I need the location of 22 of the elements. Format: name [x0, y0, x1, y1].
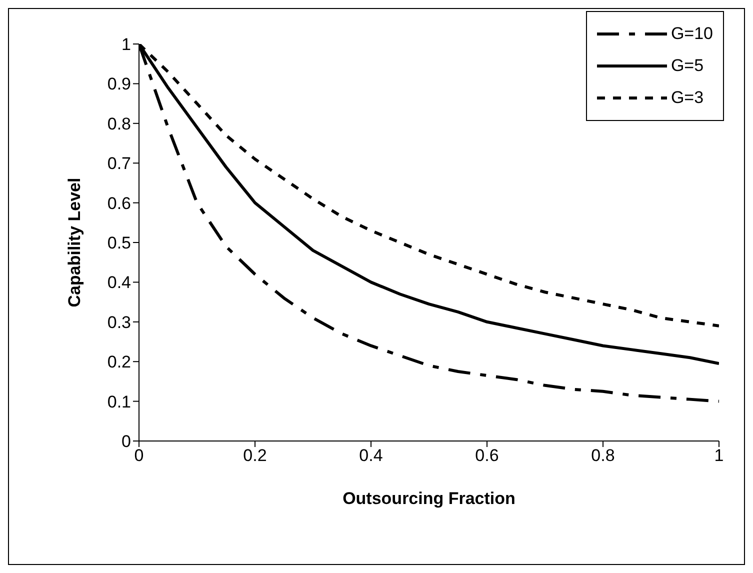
x-tick-label: 0.2 — [243, 446, 267, 466]
x-tick-label: 0.4 — [359, 446, 383, 466]
y-tick-label: 0 — [122, 432, 131, 452]
y-axis-title: Capability Level — [65, 178, 84, 308]
y-tick-label: 0.4 — [107, 273, 131, 292]
y-tick-label: 0.6 — [107, 194, 131, 213]
x-axis-title: Outsourcing Fraction — [342, 489, 516, 508]
y-tick-label: 0.9 — [107, 74, 131, 94]
y-tick-label: 0.7 — [107, 154, 131, 174]
y-tick-label: 0.3 — [107, 312, 131, 332]
y-tick-label: 0.1 — [107, 392, 131, 412]
y-tick-label: 1 — [122, 35, 131, 54]
legend-label: G=5 — [670, 56, 704, 76]
x-tick-label: 0.6 — [475, 446, 499, 466]
x-tick-label: 1 — [714, 446, 724, 466]
y-tick-label: 0.8 — [107, 114, 131, 134]
y-tick-label: 0.2 — [107, 352, 131, 372]
y-tick-label: 0.5 — [107, 234, 131, 253]
legend-label: G=10 — [670, 24, 713, 44]
x-tick-label: 0 — [134, 446, 144, 466]
legend-label: G=3 — [670, 88, 704, 108]
x-tick-label: 0.8 — [591, 446, 615, 466]
